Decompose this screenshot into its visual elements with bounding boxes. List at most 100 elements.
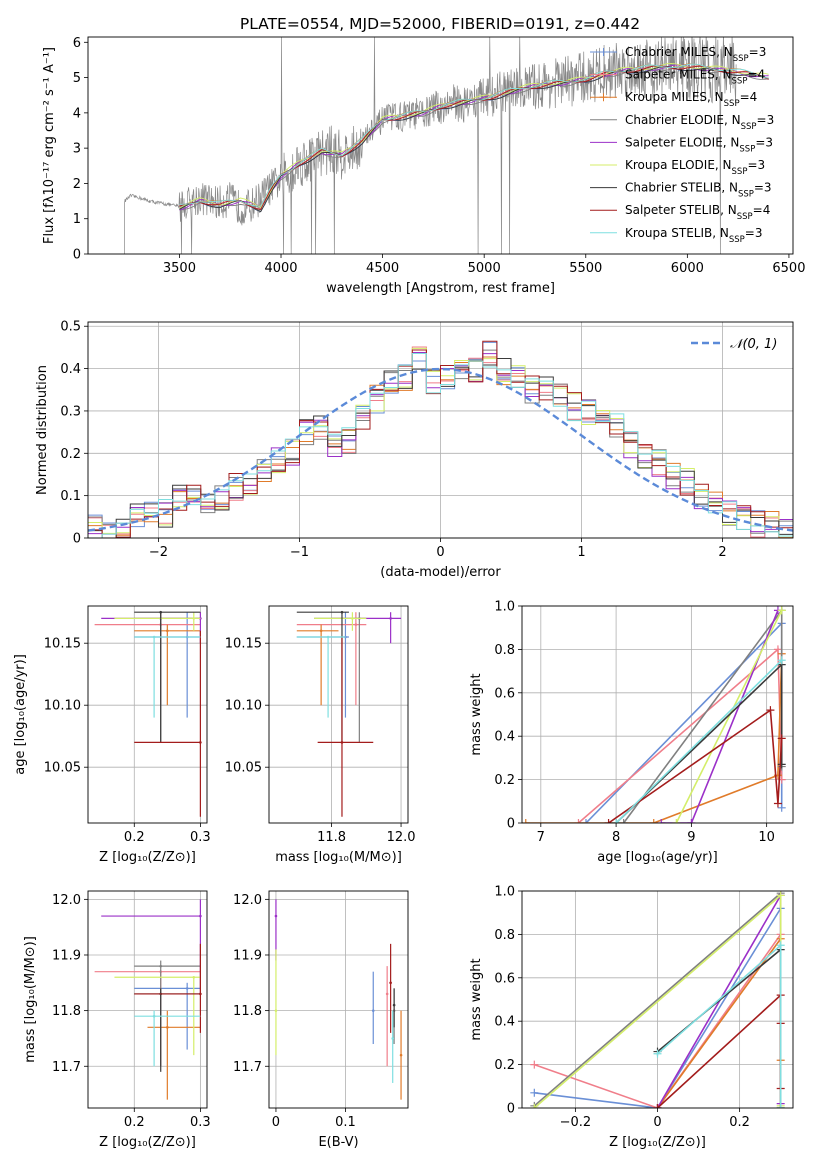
tick-label-y: 10.05 bbox=[225, 761, 262, 776]
tick-label-y: 1.0 bbox=[494, 885, 515, 900]
x-axis-label: Z [log₁₀(Z/Z⊙)] bbox=[99, 1135, 196, 1150]
legend-entry: Kroupa STELIB, NSSP=3 bbox=[625, 226, 763, 245]
frame-spectrum: 3500 4000 4500 5000 5500 6000 6500 0 1 2 3 4 5 6 wavel… bbox=[42, 36, 805, 296]
data-point bbox=[152, 1014, 156, 1018]
plus-marker bbox=[649, 819, 658, 823]
tick-label-y: 0.6 bbox=[494, 971, 515, 986]
tick-label-y: 11.8 bbox=[233, 1004, 262, 1019]
x-axis-label: wavelength [Angstrom, rest frame] bbox=[326, 281, 555, 296]
legend-entry: Salpeter ELODIE, NSSP=3 bbox=[625, 135, 773, 154]
weight-series-salpeter-stelib bbox=[604, 706, 786, 823]
tick-label-x: 0 bbox=[436, 545, 444, 560]
model-spectrum-kroupa-stelib bbox=[179, 63, 769, 207]
errorbar-kroupa-stelib bbox=[296, 635, 346, 718]
plus-marker bbox=[777, 803, 786, 812]
tick-label-x: 12.0 bbox=[387, 830, 416, 845]
tick-label-y: 4 bbox=[73, 106, 81, 121]
axes-mass-vs-z: 0.2 0.3 11.7 11.8 11.9 12.0 Z [log₁₀(Z/Z⊙)] mas… bbox=[23, 890, 211, 1150]
tick-label-x: 11.8 bbox=[317, 830, 346, 845]
data-point bbox=[199, 992, 202, 996]
axes-age-vs-z: 0.2 0.3 10.05 10.10 10.15 Z [log₁₀(Z/Z⊙)] age … bbox=[13, 605, 211, 865]
plus-marker bbox=[612, 819, 621, 823]
errorbar-salpeter-stelib bbox=[134, 630, 202, 817]
data-point bbox=[391, 1037, 395, 1040]
errorbar-salpeter-miles bbox=[296, 612, 367, 706]
data-point bbox=[192, 617, 196, 620]
plus-marker bbox=[672, 819, 681, 823]
data-point bbox=[274, 1009, 278, 1012]
residual-histogram-kroupa-stelib bbox=[88, 352, 793, 538]
errorbar-kroupa-miles bbox=[134, 624, 201, 706]
grid-age-vs-mass bbox=[269, 606, 408, 823]
plus-marker bbox=[653, 1049, 662, 1058]
plus-marker bbox=[574, 819, 583, 823]
tick-label-y: 11.7 bbox=[233, 1060, 262, 1075]
series-line bbox=[675, 609, 783, 823]
tick-label-x: 0 bbox=[272, 1115, 280, 1130]
tick-label-y: 0.2 bbox=[60, 447, 81, 462]
errorbar-salpeter-stelib bbox=[317, 637, 374, 817]
plot-area-age-vs-z bbox=[94, 610, 202, 817]
plot-area-weight-vs-age bbox=[522, 606, 786, 823]
normal-curve bbox=[88, 367, 793, 532]
errorbar-chabrier-miles bbox=[371, 971, 375, 1045]
tick-label-y: 0.2 bbox=[494, 773, 515, 788]
data-point bbox=[340, 610, 344, 614]
tick-label-x: 0.2 bbox=[124, 830, 145, 845]
series-line bbox=[656, 947, 782, 1108]
errorbar-salpeter-stelib bbox=[389, 943, 392, 1033]
frame-weight-vs-z: −0.2 0 0.2 0 0.2 0.4 0.6 0.8 1.0 Z [log₁₀(Z/Z⊙)] m… bbox=[469, 885, 794, 1150]
axes-weight-vs-age: 7 8 9 10 0 0.2 0.4 0.6 0.8 1.0 age [log₁₀(age/yr)]… bbox=[469, 600, 794, 865]
grid-mass-vs-z bbox=[88, 891, 207, 1108]
legend-entry: 𝒩(0, 1) bbox=[730, 337, 777, 352]
tick-label-y: 0.6 bbox=[494, 686, 515, 701]
axes-frame bbox=[268, 605, 409, 824]
plus-marker bbox=[687, 819, 696, 823]
plus-marker bbox=[776, 941, 785, 950]
tick-label-y: 10.10 bbox=[225, 699, 262, 714]
x-axis-label: Z [log₁₀(Z/Z⊙)] bbox=[99, 850, 196, 865]
plus-marker bbox=[773, 799, 782, 808]
y-axis-label: mass [log₁₀(M/M⊙)] bbox=[23, 936, 38, 1063]
errorbar-salpeter-elodie bbox=[101, 899, 202, 994]
axes-frame bbox=[521, 605, 794, 824]
plus-marker bbox=[619, 819, 628, 823]
tick-label-y: 2 bbox=[73, 177, 81, 192]
plot-area-mass-vs-z bbox=[94, 899, 202, 1100]
tick-label-y: 0.4 bbox=[494, 1015, 515, 1030]
x-axis-label: mass [log₁₀(M/M⊙)] bbox=[275, 850, 402, 865]
errorbar-kroupa-elodie bbox=[274, 949, 278, 1056]
tick-label-x: −2 bbox=[149, 545, 168, 560]
data-point bbox=[385, 992, 389, 996]
plot-area-spectrum bbox=[124, 37, 769, 254]
tick-label-x: 0.3 bbox=[190, 1115, 211, 1130]
weight-series-salpeter-elodie bbox=[657, 606, 782, 823]
tick-label-y: 0.4 bbox=[494, 730, 515, 745]
axes-frame bbox=[87, 36, 794, 255]
grid-residuals bbox=[88, 322, 793, 539]
errorbar-salpeter-miles bbox=[94, 612, 201, 706]
x-axis-label: Z [log₁₀(Z/Z⊙)] bbox=[609, 1135, 706, 1150]
data-point bbox=[326, 635, 330, 639]
data-point bbox=[392, 1003, 396, 1007]
data-point bbox=[192, 975, 196, 979]
tick-label-y: 11.9 bbox=[233, 948, 262, 963]
tick-label-x: 2 bbox=[718, 545, 726, 560]
tick-label-x: 0.3 bbox=[190, 830, 211, 845]
tick-label-x: 8 bbox=[612, 830, 620, 845]
tick-label-x: 6500 bbox=[772, 261, 805, 276]
data-point bbox=[159, 964, 163, 968]
tick-label-y: 0.2 bbox=[494, 1058, 515, 1073]
errorbar-kroupa-stelib bbox=[134, 635, 201, 718]
frame-age-vs-z: 0.2 0.3 10.05 10.10 10.15 Z [log₁₀(Z/Z⊙)] age … bbox=[13, 605, 211, 865]
y-axis-label: Normed distribution bbox=[35, 365, 50, 495]
axes-mass-vs-ebv: 0 0.1 11.7 11.8 11.9 12.0 E(B-V) bbox=[233, 890, 409, 1150]
plus-marker bbox=[777, 606, 786, 615]
x-axis-label: E(B-V) bbox=[318, 1135, 358, 1150]
axes-frame bbox=[268, 890, 409, 1109]
weight-series-kroupa-stelib bbox=[612, 656, 786, 823]
plus-marker bbox=[777, 734, 786, 743]
tick-label-x: −1 bbox=[290, 545, 309, 560]
legend-entry: Kroupa ELODIE, NSSP=3 bbox=[625, 158, 765, 177]
tick-label-y: 10.05 bbox=[44, 761, 81, 776]
